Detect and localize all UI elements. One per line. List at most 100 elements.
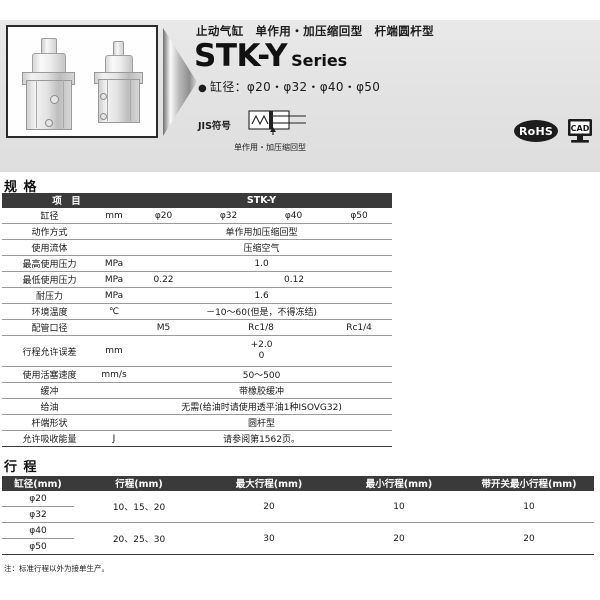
spec-item-unit: MPa [97,271,132,288]
rohs-icon: RoHS [514,120,558,142]
spec-value: 0.22 [131,271,197,288]
spec-item-label: 允许吸收能量 [2,430,97,447]
stroke-values: 20、25、30 [74,522,204,555]
table-row: 最低使用压力 MPa 0.22 0.12 [2,271,393,288]
table-row: 给油 无需(给油时请使用透平油1种ISOVG32) [2,398,393,415]
stroke-header-cell: 最大行程(mm) [204,476,334,491]
table-row: 允许吸收能量 J 请参阅第1562页。 [2,430,393,447]
spec-item-unit: mm [97,335,132,367]
spec-value: Rc1/8 [196,319,327,336]
spec-item-label: 使用活塞速度 [2,366,97,383]
spec-value: 无需(给油时请使用透平油1种ISOVG32) [131,398,393,415]
spec-value: 请参阅第1562页。 [131,430,393,447]
stroke-bore: φ40 [2,522,74,539]
spec-value: 带橡胶缓冲 [131,382,393,399]
spec-value: φ50 [326,207,393,224]
spec-item-unit [97,223,132,240]
stroke-header-row: 缸径(mm) 行程(mm) 最大行程(mm) 最小行程(mm) 带开关最小行程(mm) [2,476,594,491]
spec-item-label: 缸径 [2,207,97,224]
table-row: 配管口径 M5 Rc1/8 Rc1/4 [2,319,393,336]
spec-item-label: 杆端形状 [2,414,97,431]
spec-item-label: 最低使用压力 [2,271,97,288]
spec-value: +2.0 0 [131,335,393,367]
stroke-note: 注：标准行程以外为接单生产。 [4,564,109,573]
stroke-header-cell: 带开关最小行程(mm) [464,476,594,491]
spec-item-label: 最高使用压力 [2,255,97,272]
spec-value: 50～500 [131,366,393,383]
spec-item-unit [97,398,132,415]
bore-size-line: ● 缸径：φ20・φ32・φ40・φ50 [198,78,380,95]
product-photo [6,25,158,138]
spec-value: φ32 [196,207,262,224]
spec-value: φ20 [131,207,197,224]
spec-item-label: 耐压力 [2,287,97,304]
spec-value: 0.12 [196,271,393,288]
spec-item-unit: mm [97,207,132,224]
spec-value: 圆杆型 [131,414,393,431]
certification-badges: RoHS CAD [514,118,594,148]
specifications-table: 项 目 STK-Y 缸径 mm φ20 φ32 φ40 φ50 动作方式 单作用加压缩回型 使用流体… [2,193,393,447]
table-row: 行程允许误差 mm +2.0 0 [2,335,393,367]
spec-item-unit [97,239,132,256]
spec-item-unit: ℃ [97,303,132,320]
table-row: φ40 20、25、30 30 20 20 [2,522,594,555]
spec-header-item: 项 目 [2,193,132,208]
stroke-values: 10、15、20 [74,490,204,523]
table-row: 最高使用压力 MPa 1.0 [2,255,393,272]
spec-item-label: 配管口径 [2,319,97,336]
stroke-header-cell: 缸径(mm) [2,476,74,491]
table-row: 动作方式 单作用加压缩回型 [2,223,393,240]
spec-item-label: 动作方式 [2,223,97,240]
stroke-table: 缸径(mm) 行程(mm) 最大行程(mm) 最小行程(mm) 带开关最小行程(mm) φ… [2,476,594,555]
page-title: STK-Y Series [194,38,347,74]
spec-item-unit: J [97,430,132,447]
spec-header-model: STK-Y [131,193,393,208]
stroke-min: 20 [334,522,464,555]
stroke-header-cell: 行程(mm) [74,476,204,491]
pneumatic-cylinder-symbol-icon [248,110,306,135]
spec-value: Rc1/4 [326,319,393,336]
table-row: 缸径 mm φ20 φ32 φ40 φ50 [2,207,393,224]
spec-item-unit [97,382,132,399]
stroke-bore: φ20 [2,490,74,507]
cad-icon: CAD [568,119,592,143]
table-row: φ50 [2,538,594,555]
stroke-max: 30 [204,522,334,555]
table-row: φ20 10、15、20 20 10 10 [2,490,594,523]
bullet-icon: ● [198,83,208,94]
jis-symbol-label: JIS符号 [198,121,231,132]
product-subtitle: 止动气缸 单作用・加压缩回型 杆端圆杆型 [196,24,434,38]
stroke-min-switch: 10 [464,490,594,523]
spec-section-title: 规 格 [4,180,38,195]
spec-value: 1.6 [131,287,393,304]
spec-item-unit: MPa [97,255,132,272]
spec-item-label: 给油 [2,398,97,415]
spec-value: φ40 [261,207,327,224]
stroke-min-switch: 20 [464,522,594,555]
spec-item-label: 使用流体 [2,239,97,256]
table-row: 使用活塞速度 mm/s 50～500 [2,366,393,383]
product-header-band: 止动气缸 单作用・加压缩回型 杆端圆杆型 STK-Y Series ● 缸径：φ20… [0,20,600,172]
table-row: 使用流体 压缩空气 [2,239,393,256]
table-row: 耐压力 MPa 1.6 [2,287,393,304]
table-row: 杆端形状 圆杆型 [2,414,393,431]
wedge-arrow-icon [163,28,197,136]
table-row: φ32 [2,506,594,523]
spec-item-unit: MPa [97,287,132,304]
spec-item-label: 缓冲 [2,382,97,399]
spec-item-label: 行程允许误差 [2,335,97,367]
jis-symbol-caption: 单作用・加压缩回型 [234,143,306,152]
stroke-min: 10 [334,490,464,523]
table-row: 环境温度 ℃ －10～60(但是，不得冻结) [2,303,393,320]
svg-text:CAD: CAD [571,124,590,133]
stroke-section-title: 行 程 [4,460,38,475]
spec-item-unit [97,414,132,431]
spec-value: －10～60(但是，不得冻结) [131,303,393,320]
spec-value: M5 [131,319,197,336]
stroke-bore: φ32 [2,506,74,523]
stroke-bore: φ50 [2,538,74,555]
series-code: STK-Y [194,38,288,74]
spec-item-label: 环境温度 [2,303,97,320]
stroke-max: 20 [204,490,334,523]
spec-value: 1.0 [131,255,393,272]
